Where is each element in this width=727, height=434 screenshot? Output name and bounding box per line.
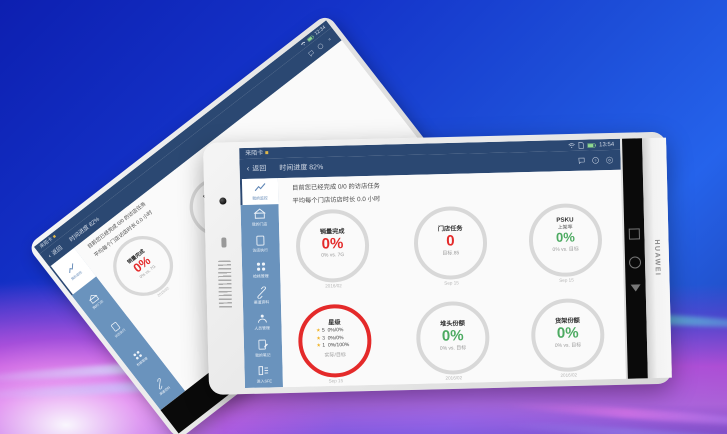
- svg-text:?: ?: [595, 159, 597, 163]
